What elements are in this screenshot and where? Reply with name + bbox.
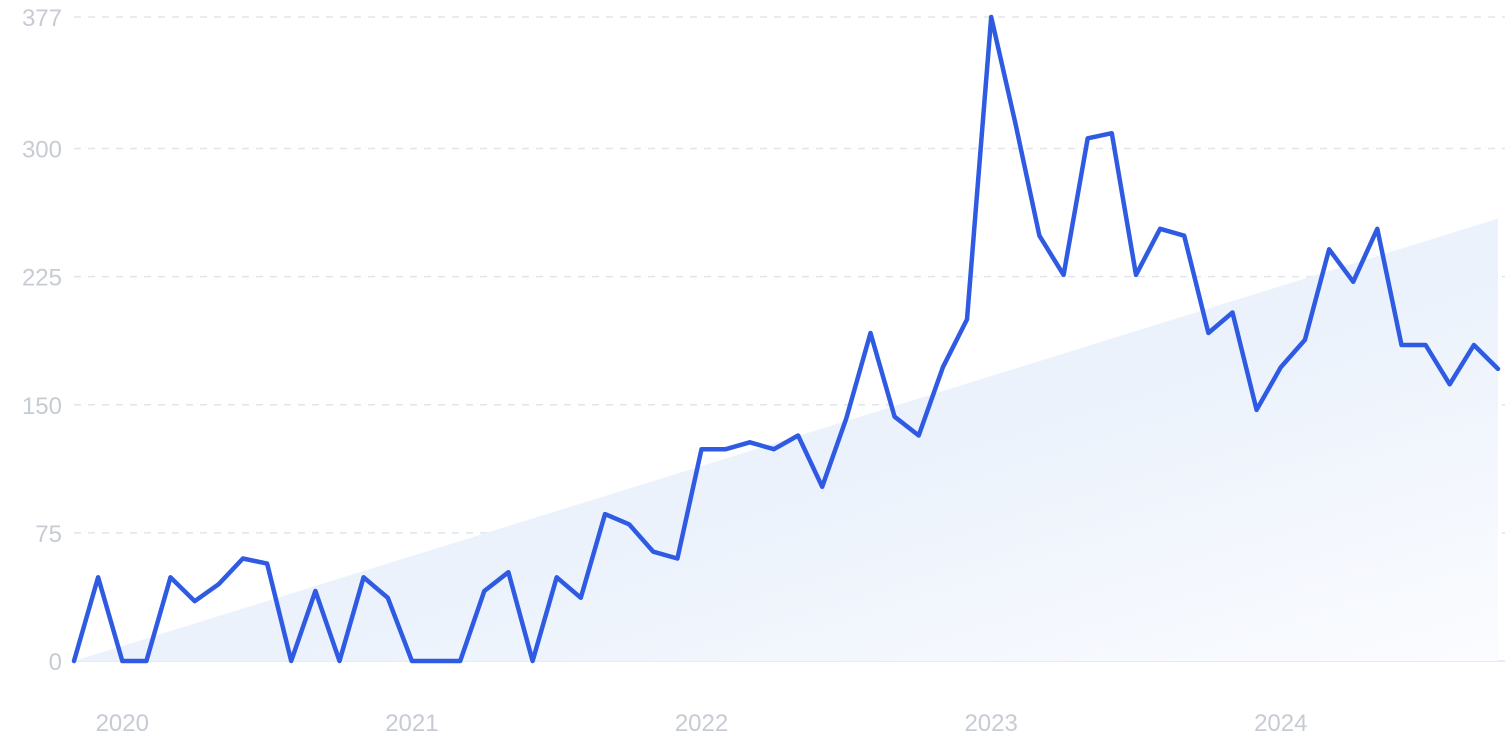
y-tick-label: 150 bbox=[22, 393, 62, 420]
y-tick-label: 300 bbox=[22, 137, 62, 164]
y-tick-label: 0 bbox=[49, 649, 62, 676]
y-axis-ticks: 0 75 150 225 300 377 bbox=[22, 5, 62, 676]
series-line-layer bbox=[71, 14, 1501, 664]
x-tick-label: 2022 bbox=[675, 710, 728, 737]
x-tick-label: 2024 bbox=[1254, 710, 1307, 737]
y-tick-label: 75 bbox=[35, 521, 62, 548]
y-tick-label: 225 bbox=[22, 265, 62, 292]
x-tick-label: 2023 bbox=[964, 710, 1017, 737]
y-tick-label: 377 bbox=[22, 5, 62, 32]
series-line bbox=[71, 14, 1501, 664]
x-axis-ticks: 2020 2021 2022 2023 2024 bbox=[96, 710, 1308, 737]
x-tick-label: 2020 bbox=[96, 710, 149, 737]
x-tick-label: 2021 bbox=[385, 710, 438, 737]
